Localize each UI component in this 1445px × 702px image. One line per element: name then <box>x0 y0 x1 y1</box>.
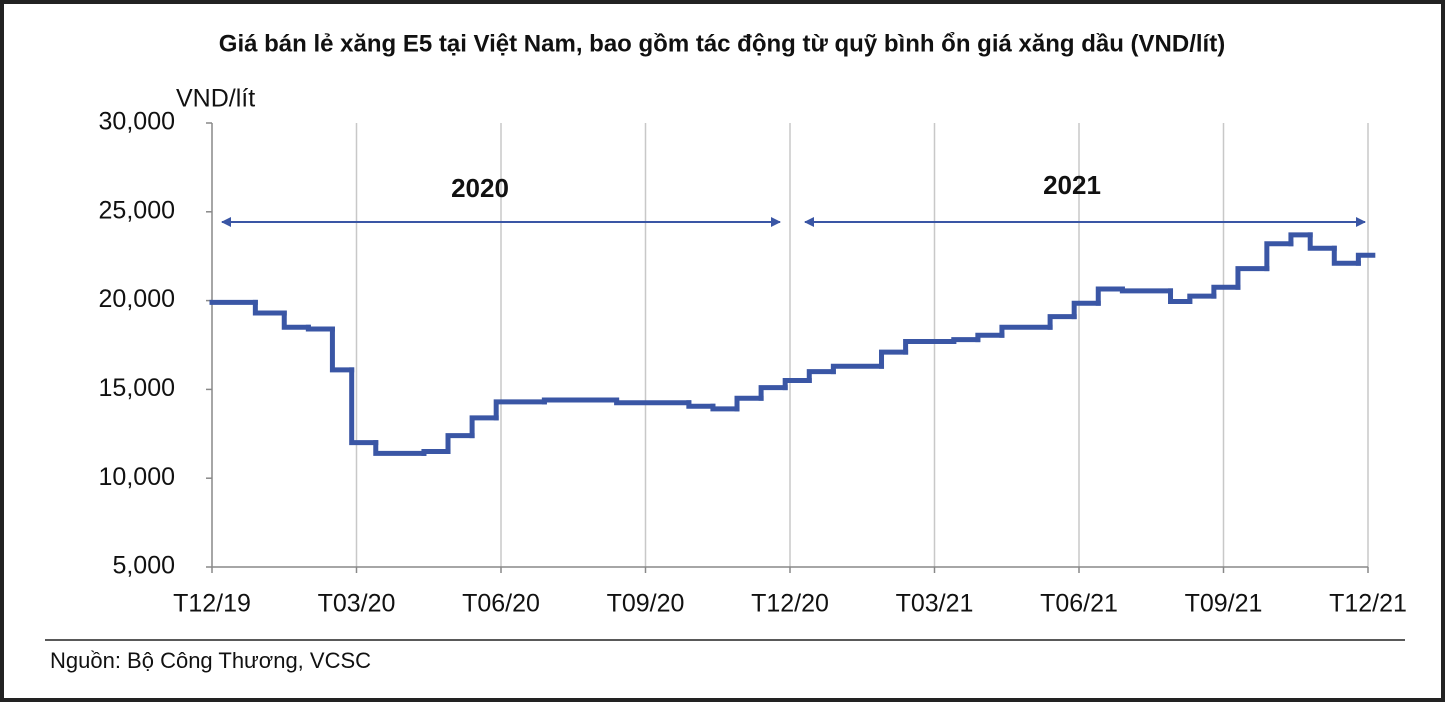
x-tick-label: T03/20 <box>318 590 396 618</box>
price-step <box>329 326 355 373</box>
price-step <box>421 449 451 456</box>
y-tick-label: 20,000 <box>99 285 175 313</box>
price-step <box>710 403 740 412</box>
chart-title: Giá bán lẻ xăng E5 tại Việt Nam, bao gồm… <box>219 30 1225 57</box>
price-step <box>1119 286 1174 294</box>
y-tick-label: 10,000 <box>99 463 175 491</box>
price-step <box>614 397 692 406</box>
price-step <box>758 385 788 401</box>
price-step <box>1331 245 1361 266</box>
price-step <box>373 440 427 456</box>
price-step <box>782 378 812 391</box>
price-step <box>1355 252 1376 266</box>
price-step <box>1288 232 1313 247</box>
price-step <box>445 433 475 455</box>
price-step <box>1211 284 1241 299</box>
price-step <box>1264 241 1294 272</box>
x-tick-label: T03/21 <box>896 590 974 618</box>
price-step <box>493 399 547 421</box>
price-step <box>1047 314 1077 330</box>
x-tick-label: T06/20 <box>462 590 540 618</box>
x-tick-label: T12/21 <box>1329 590 1407 618</box>
price-step <box>734 395 764 412</box>
price-step <box>999 324 1053 338</box>
price-step <box>1307 232 1337 251</box>
y-tick-label: 30,000 <box>99 108 175 136</box>
price-step <box>806 369 836 384</box>
x-tick-label: T12/19 <box>173 590 251 618</box>
y-axis-label: VND/lít <box>176 85 255 113</box>
x-tick-label: T09/21 <box>1185 590 1263 618</box>
price-step <box>686 400 716 409</box>
price-step <box>903 338 957 355</box>
price-step <box>951 337 981 344</box>
x-tick-label: T12/20 <box>751 590 829 618</box>
price-step <box>975 332 1005 343</box>
x-tick-label: T06/21 <box>1040 590 1118 618</box>
y-tick-label: 15,000 <box>99 374 175 402</box>
source: Nguồn: Bộ Công Thương, VCSC <box>50 648 371 673</box>
period-label: 2021 <box>1043 170 1101 200</box>
y-tick-label: 25,000 <box>99 196 175 224</box>
price-step <box>252 299 287 316</box>
price-step <box>541 397 620 405</box>
price-step <box>349 367 379 446</box>
price-step <box>830 363 885 375</box>
price-step <box>1071 300 1101 320</box>
x-tick-label: T09/20 <box>607 590 685 618</box>
price-step <box>1235 266 1270 290</box>
y-tick-label: 5,000 <box>112 552 175 580</box>
price-step <box>305 324 335 332</box>
price-step <box>281 310 311 330</box>
price-step <box>1187 293 1217 304</box>
price-step <box>879 349 909 369</box>
period-label: 2020 <box>451 173 509 203</box>
price-step <box>469 415 499 439</box>
price-step <box>1168 288 1193 304</box>
price-step <box>1095 286 1125 306</box>
